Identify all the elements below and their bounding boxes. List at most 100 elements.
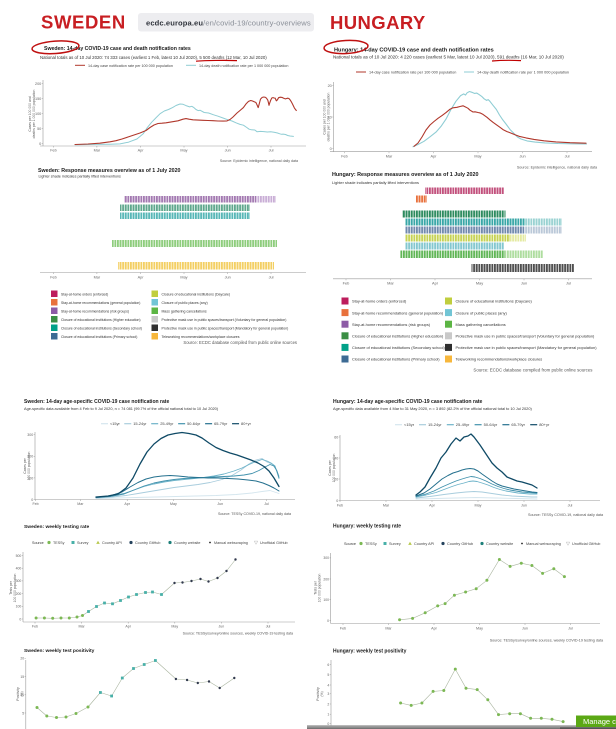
svg-text:May: May: [170, 502, 177, 506]
svg-text:Feb: Feb: [50, 275, 57, 279]
svg-text:15-24yr: 15-24yr: [133, 421, 147, 426]
svg-text:80+yr: 80+yr: [539, 422, 550, 427]
svg-text:Protective mask use in public: Protective mask use in public spaces/tra…: [456, 345, 598, 350]
svg-text:Country website: Country website: [486, 542, 513, 546]
svg-text:Apr: Apr: [431, 626, 438, 630]
svg-text:May: May: [474, 154, 481, 158]
svg-text:4: 4: [327, 683, 329, 687]
svg-text:200: 200: [27, 455, 33, 459]
svg-text:500: 500: [16, 554, 22, 558]
svg-text:Jul: Jul: [565, 154, 570, 158]
svg-text:Protective mask use in public: Protective mask use in public spaces/tra…: [162, 318, 287, 322]
svg-text:Closure of educational institu: Closure of educational institutions (Pri…: [61, 335, 137, 339]
svg-text:Jun: Jun: [225, 149, 231, 153]
svg-text:300: 300: [323, 556, 329, 560]
svg-text:100: 100: [16, 605, 22, 609]
svg-text:50-64yr: 50-64yr: [187, 421, 201, 426]
svg-text:Source: TESSy COVID-19, nation: Source: TESSy COVID-19, national daily d…: [528, 513, 604, 517]
svg-text:Source: ECDC database compiled: Source: ECDC database compiled from publ…: [183, 340, 297, 345]
svg-text:SWEDEN: SWEDEN: [41, 12, 126, 33]
svg-text:Jul: Jul: [568, 503, 573, 507]
svg-text:Apr: Apr: [138, 275, 145, 279]
svg-text:40: 40: [334, 456, 338, 460]
svg-text:Sweden: Response measures over: Sweden: Response measures overview as of…: [38, 168, 181, 174]
svg-text:Mass gathering cancellations: Mass gathering cancellations: [162, 309, 207, 313]
svg-text:150: 150: [35, 97, 41, 101]
svg-text:200: 200: [16, 592, 22, 596]
svg-text:Mar: Mar: [77, 502, 84, 506]
svg-text:Manual webscraping: Manual webscraping: [214, 541, 248, 545]
svg-text:0: 0: [19, 617, 21, 621]
svg-text:Jul: Jul: [269, 275, 274, 279]
svg-text:Positivity(%): Positivity(%): [316, 687, 324, 701]
svg-text:Jul: Jul: [566, 281, 571, 286]
svg-text:Hungary: weekly testing rate: Hungary: weekly testing rate: [333, 523, 401, 529]
svg-text:Jun: Jun: [522, 626, 528, 630]
svg-text:Closure of educational institu: Closure of educational institutions (Sec…: [352, 345, 445, 350]
svg-text:Closure of educational institu: Closure of educational institutions (Day…: [456, 299, 533, 304]
svg-text:Age-specific data available fr: Age-specific data available from 4 Feb t…: [24, 407, 219, 411]
svg-text:Cases per 100 000 anddeaths pe: Cases per 100 000 anddeaths per 1 000 00…: [28, 90, 36, 139]
svg-text:Feb: Feb: [50, 149, 57, 153]
svg-text:25-49yr: 25-49yr: [456, 422, 470, 427]
svg-text:TESSy: TESSy: [365, 542, 377, 546]
svg-text:Mar: Mar: [78, 625, 85, 629]
svg-text:Survey: Survey: [77, 541, 89, 545]
svg-text:0: 0: [330, 147, 332, 151]
svg-text:0: 0: [327, 619, 329, 623]
svg-text:Closure of educational institu: Closure of educational institutions (Sec…: [61, 326, 142, 330]
svg-text:10: 10: [20, 693, 24, 697]
svg-text:Stay-at-home recommendations (: Stay-at-home recommendations (general po…: [61, 301, 140, 305]
svg-text:Unofficial GitHub: Unofficial GitHub: [260, 541, 288, 545]
svg-text:65-79yr: 65-79yr: [511, 422, 525, 427]
svg-text:Apr: Apr: [431, 154, 438, 158]
svg-text:Feb: Feb: [341, 154, 348, 158]
svg-text:80+yr: 80+yr: [241, 421, 252, 426]
svg-text:Teleworking recommendations/wo: Teleworking recommendations/workplace cl…: [162, 335, 240, 339]
svg-text:Cases per100 000 population: Cases per100 000 population: [328, 453, 336, 482]
svg-text:2: 2: [327, 702, 329, 706]
svg-text:Mar: Mar: [387, 281, 394, 286]
svg-text:Hungary: Response measures ove: Hungary: Response measures overview as o…: [332, 172, 479, 178]
svg-text:Source: ECDC database compiled: Source: ECDC database compiled from publ…: [473, 368, 593, 373]
svg-text:Source: Epidemic intelligence,: Source: Epidemic intelligence, national …: [517, 166, 598, 170]
svg-text:May: May: [180, 149, 187, 153]
svg-text:14-day case notification rate: 14-day case notification rate per 100 00…: [88, 64, 173, 68]
svg-text:Hungary: 14-day COVID-19 case: Hungary: 14-day COVID-19 case and death …: [334, 48, 494, 54]
svg-text:300: 300: [27, 433, 33, 437]
svg-text:14-day death notification rate: 14-day death notification rate per 1 000…: [477, 71, 569, 75]
svg-text:Source: Epidemic intelligence,: Source: Epidemic intelligence, national …: [220, 159, 298, 163]
svg-text:6: 6: [327, 663, 329, 667]
svg-text:Sweden: weekly test positivity: Sweden: weekly test positivity: [24, 648, 95, 654]
svg-text:Jul: Jul: [264, 502, 269, 506]
svg-text:Tests per100 000 population: Tests per100 000 population: [9, 573, 17, 602]
svg-text:Source: Source: [32, 541, 44, 545]
svg-text:Teleworking recommendations/wo: Teleworking recommendations/workplace cl…: [456, 357, 543, 362]
svg-text:Source: TESSy/survey/online so: Source: TESSy/survey/online sources, wee…: [490, 639, 604, 643]
svg-text:50: 50: [37, 127, 41, 131]
svg-text:Survey: Survey: [389, 542, 401, 546]
svg-text:Feb: Feb: [32, 625, 38, 629]
svg-text:Stay-at-home recommendations (: Stay-at-home recommendations (general po…: [352, 310, 444, 315]
svg-text:<15yr: <15yr: [110, 421, 121, 426]
svg-text:Jun: Jun: [519, 154, 525, 158]
svg-text:Jul: Jul: [568, 626, 573, 630]
svg-text:200: 200: [323, 577, 329, 581]
svg-text:Feb: Feb: [32, 502, 38, 506]
svg-text:15-24yr: 15-24yr: [428, 422, 442, 427]
svg-text:400: 400: [16, 567, 22, 571]
svg-text:Tests per100 000 population: Tests per100 000 population: [314, 573, 322, 602]
svg-text:5: 5: [22, 711, 24, 715]
svg-text:Hungary: 14-day age-specific C: Hungary: 14-day age-specific COVID-19 ca…: [333, 399, 483, 405]
svg-text:Positivity(%): Positivity(%): [16, 687, 24, 701]
svg-text:Stay-at-home recommendations (: Stay-at-home recommendations (risk group…: [61, 309, 129, 313]
svg-text:Closure of public places (any): Closure of public places (any): [456, 310, 508, 315]
svg-text:Jul: Jul: [266, 625, 271, 629]
svg-text:200: 200: [35, 82, 41, 86]
svg-text:Mar: Mar: [386, 154, 393, 158]
svg-text:1: 1: [327, 713, 329, 717]
svg-text:0: 0: [39, 142, 41, 146]
svg-text:Stay-at-home orders (enforced): Stay-at-home orders (enforced): [352, 299, 407, 304]
svg-text:Feb: Feb: [343, 281, 350, 286]
svg-text:65-79yr: 65-79yr: [214, 421, 228, 426]
